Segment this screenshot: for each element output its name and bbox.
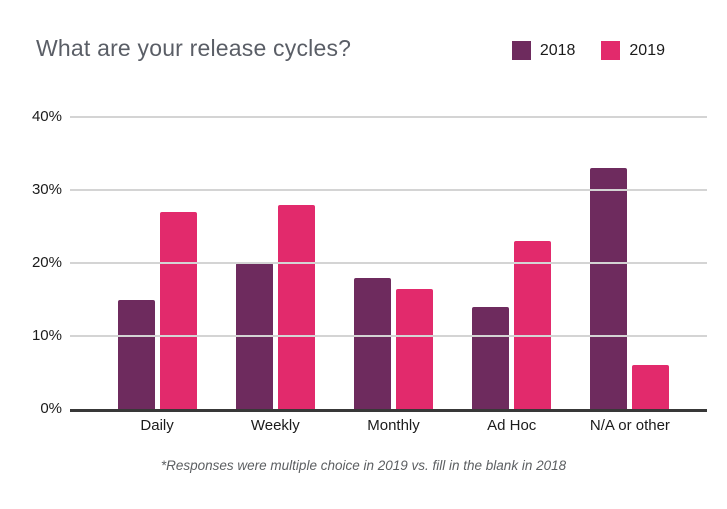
bar-group-n-a-or-other [571, 117, 689, 409]
legend-swatch-2018 [511, 41, 531, 60]
bar-group-ad-hoc [453, 117, 571, 409]
bar-2019-n-a-or-other [632, 365, 670, 409]
bar-2018-daily [117, 299, 155, 409]
gridline-10 [70, 335, 707, 337]
x-axis-label-ad-hoc: Ad Hoc [487, 417, 537, 434]
bar-2019-daily [159, 211, 197, 409]
x-axis-label-monthly: Monthly [367, 417, 420, 434]
x-axis-label-n-a-or-other: N/A or other [589, 417, 670, 434]
x-axis-label-daily: Daily [140, 417, 174, 434]
chart-title: What are your release cycles? [36, 35, 352, 61]
bar-2018-n-a-or-other [590, 168, 628, 409]
bar-2018-ad-hoc [472, 306, 510, 409]
x-axis-label-weekly: Weekly [250, 417, 300, 434]
bar-groups [70, 117, 707, 409]
y-tick-label-20: 20% [31, 254, 62, 271]
y-tick-label-30: 30% [31, 181, 62, 198]
bar-group-daily [98, 117, 216, 409]
footnote: *Responses were multiple choice in 2019 … [160, 458, 567, 473]
legend: 2018 2019 [511, 41, 665, 60]
legend-label-2018: 2018 [539, 41, 576, 59]
x-axis-labels: Daily Weekly Monthly Ad Hoc N/A or other [70, 417, 707, 434]
gridline-40 [70, 116, 707, 118]
bar-2019-monthly [396, 288, 433, 409]
y-tick-label-40: 40% [31, 108, 62, 125]
legend-item-2019: 2019 [601, 41, 665, 60]
bar-group-monthly [334, 117, 452, 409]
plot-area [70, 116, 707, 412]
legend-item-2018: 2018 [511, 41, 576, 60]
legend-swatch-2019 [601, 41, 621, 60]
gridline-30 [70, 189, 707, 191]
legend-label-2019: 2019 [629, 41, 665, 59]
gridline-20 [70, 262, 707, 264]
bar-2019-weekly [277, 204, 315, 409]
bar-2018-monthly [354, 277, 391, 409]
y-tick-label-10: 10% [31, 327, 62, 344]
bar-2019-ad-hoc [514, 241, 552, 409]
y-tick-label-0: 0% [40, 400, 62, 417]
